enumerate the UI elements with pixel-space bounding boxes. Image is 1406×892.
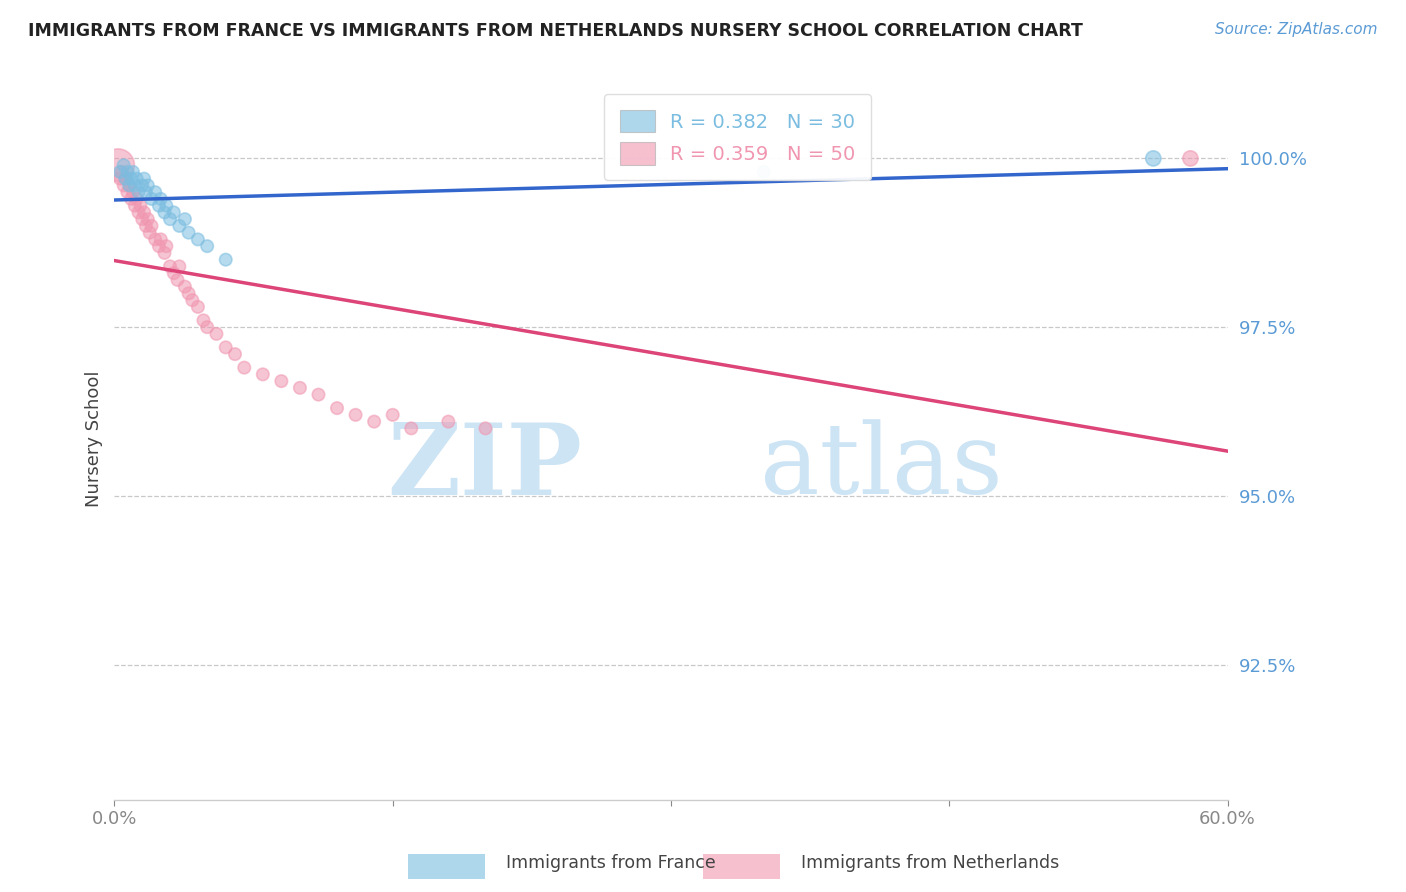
Point	[326, 401, 349, 416]
Point	[381, 408, 404, 422]
Legend: R = 0.382   N = 30, R = 0.359   N = 50: R = 0.382 N = 30, R = 0.359 N = 50	[605, 95, 872, 180]
Point	[112, 158, 135, 172]
Point	[174, 212, 197, 227]
Point	[120, 171, 142, 186]
Point	[177, 226, 200, 240]
Point	[125, 171, 148, 186]
Point	[270, 374, 292, 388]
Point	[124, 199, 146, 213]
Point	[131, 212, 153, 227]
Point	[138, 226, 160, 240]
Point	[128, 185, 150, 199]
Point	[174, 279, 197, 293]
Point	[1142, 152, 1164, 166]
Point	[148, 199, 170, 213]
Text: Source: ZipAtlas.com: Source: ZipAtlas.com	[1215, 22, 1378, 37]
Point	[166, 273, 188, 287]
Text: Immigrants from France: Immigrants from France	[506, 855, 716, 872]
Point	[149, 192, 172, 206]
Text: Immigrants from Netherlands: Immigrants from Netherlands	[801, 855, 1060, 872]
Point	[187, 232, 209, 246]
Point	[187, 300, 209, 314]
Point	[215, 252, 238, 267]
Point	[132, 171, 155, 186]
Point	[148, 239, 170, 253]
Point	[1180, 152, 1202, 166]
Point	[125, 192, 148, 206]
Point	[136, 178, 159, 193]
Point	[155, 239, 177, 253]
Point	[163, 205, 186, 219]
Text: atlas: atlas	[761, 419, 1002, 516]
Point	[143, 185, 166, 199]
Point	[153, 246, 176, 260]
Point	[124, 178, 146, 193]
Point	[112, 178, 135, 193]
Point	[108, 171, 131, 186]
Point	[205, 326, 228, 341]
Point	[177, 286, 200, 301]
Point	[128, 205, 150, 219]
Point	[224, 347, 246, 361]
Point	[132, 205, 155, 219]
Point	[163, 266, 186, 280]
Point	[233, 360, 256, 375]
Point	[141, 192, 163, 206]
Point	[215, 340, 238, 354]
Point	[169, 219, 191, 233]
Point	[474, 421, 496, 435]
Point	[141, 219, 163, 233]
Point	[118, 178, 141, 193]
Point	[117, 185, 139, 199]
Point	[288, 381, 311, 395]
Point	[122, 165, 145, 179]
Point	[117, 165, 139, 179]
Point	[159, 260, 181, 274]
Point	[195, 320, 218, 334]
Point	[399, 421, 422, 435]
Point	[195, 239, 218, 253]
Point	[107, 158, 129, 172]
Point	[752, 165, 775, 179]
Point	[135, 185, 157, 199]
Point	[153, 205, 176, 219]
Point	[169, 260, 191, 274]
Point	[136, 212, 159, 227]
Point	[159, 212, 181, 227]
Text: IMMIGRANTS FROM FRANCE VS IMMIGRANTS FROM NETHERLANDS NURSERY SCHOOL CORRELATION: IMMIGRANTS FROM FRANCE VS IMMIGRANTS FRO…	[28, 22, 1083, 40]
Point	[111, 165, 134, 179]
Point	[118, 178, 141, 193]
Point	[114, 171, 136, 186]
Text: ZIP: ZIP	[387, 419, 582, 516]
Y-axis label: Nursery School: Nursery School	[86, 370, 103, 507]
Point	[108, 165, 131, 179]
Point	[120, 192, 142, 206]
Point	[135, 219, 157, 233]
Point	[122, 185, 145, 199]
Point	[437, 415, 460, 429]
Point	[308, 387, 330, 401]
Point	[114, 171, 136, 186]
Point	[143, 232, 166, 246]
Point	[149, 232, 172, 246]
Point	[181, 293, 204, 307]
Point	[193, 313, 215, 327]
Point	[131, 178, 153, 193]
Point	[155, 199, 177, 213]
Point	[344, 408, 367, 422]
Point	[252, 368, 274, 382]
Point	[363, 415, 385, 429]
Point	[129, 199, 152, 213]
